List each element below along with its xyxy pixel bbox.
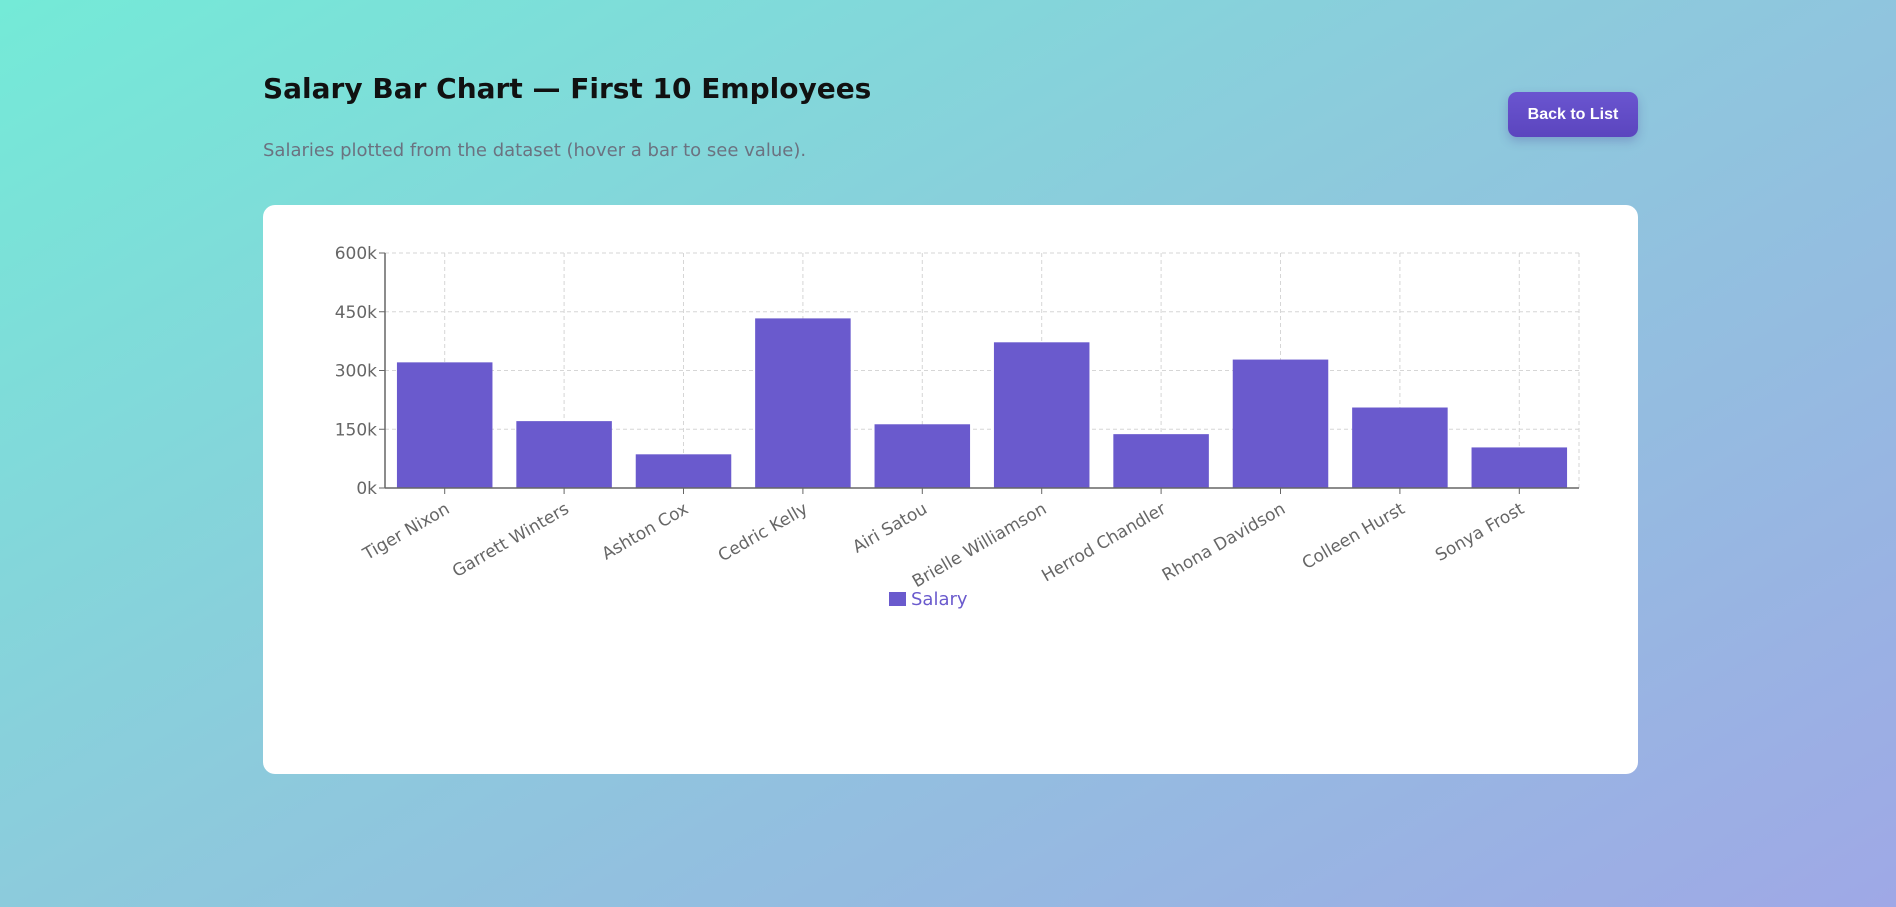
x-tick-label: Herrod Chandler bbox=[1038, 499, 1169, 586]
back-to-list-button[interactable]: Back to List bbox=[1508, 92, 1638, 137]
bar-ashton-cox[interactable]: Ashton Cox: 86000 bbox=[635, 454, 732, 488]
bar-rhona-davidson[interactable]: Rhona Davidson: 327900 bbox=[1232, 359, 1329, 488]
x-tick-label: Garrett Winters bbox=[449, 499, 573, 582]
y-tick-label: 0k bbox=[356, 479, 377, 499]
bar-brielle-williamson[interactable]: Brielle Williamson: 372000 bbox=[993, 342, 1090, 488]
x-tick-label: Tiger Nixon bbox=[359, 499, 453, 565]
x-tick-label: Brielle Williamson bbox=[909, 499, 1050, 592]
page-subtitle: Salaries plotted from the dataset (hover… bbox=[263, 140, 807, 161]
x-tick-label: Colleen Hurst bbox=[1299, 499, 1409, 574]
bar-garrett-winters[interactable]: Garrett Winters: 170750 bbox=[516, 421, 612, 488]
y-tick-label: 450k bbox=[335, 303, 377, 323]
y-tick-label: 150k bbox=[335, 420, 377, 440]
bar-herrod-chandler[interactable]: Herrod Chandler: 137500 bbox=[1113, 434, 1209, 488]
legend-label-salary[interactable]: Salary bbox=[911, 589, 968, 610]
y-tick-label: 300k bbox=[335, 362, 377, 382]
bar-airi-satou[interactable]: Airi Satou: 162700 bbox=[874, 424, 971, 488]
bar-colleen-hurst[interactable]: Colleen Hurst: 205500 bbox=[1352, 407, 1448, 488]
x-tick-label: Cedric Kelly bbox=[715, 499, 811, 566]
bar-cedric-kelly[interactable]: Cedric Kelly: 433060 bbox=[755, 318, 851, 488]
bar-tiger-nixon[interactable]: Tiger Nixon: 320800 bbox=[396, 362, 493, 488]
y-tick-label: 600k bbox=[335, 244, 377, 264]
salary-bar-chart: 0k 150k 300k 450k 600k Tiger Nixon: 320800 Gar… bbox=[335, 244, 1580, 610]
x-tick-label: Ashton Cox bbox=[599, 499, 692, 564]
page-title: Salary Bar Chart — First 10 Employees bbox=[263, 72, 872, 105]
legend-swatch bbox=[889, 592, 906, 606]
x-tick-label: Rhona Davidson bbox=[1159, 499, 1289, 586]
chart-card: 0k 150k 300k 450k 600k Tiger Nixon: 320800 Gar… bbox=[263, 205, 1638, 774]
x-tick-label: Sonya Frost bbox=[1432, 499, 1528, 566]
x-tick-label: Airi Satou bbox=[849, 499, 930, 558]
bar-sonya-frost[interactable]: Sonya Frost: 103600 bbox=[1471, 447, 1568, 488]
